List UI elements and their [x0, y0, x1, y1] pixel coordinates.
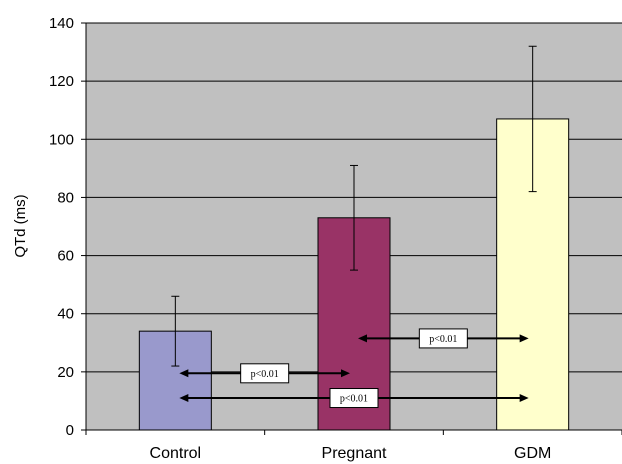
- p-value-label: p<0.01: [429, 334, 457, 345]
- y-axis-title: QTd (ms): [12, 194, 29, 257]
- y-tick-label: 80: [57, 189, 74, 206]
- p-value-label: p<0.01: [251, 369, 279, 380]
- x-tick-labels: Control Pregnant GDM: [150, 445, 552, 462]
- arrow-left-icon: [179, 394, 189, 403]
- axes-group: [81, 22, 622, 435]
- x-category-label: GDM: [514, 445, 551, 462]
- error-bars-group: [171, 45, 537, 367]
- comparison-2: p<0.01: [358, 328, 529, 349]
- y-tick-label: 140: [49, 15, 74, 32]
- arrow-right-icon: [519, 334, 529, 343]
- arrow-right-icon: [519, 394, 529, 403]
- y-tick-label: 60: [57, 248, 74, 265]
- error-bar: [171, 295, 180, 367]
- y-tick-label: 20: [57, 364, 74, 381]
- p-value-box: [240, 363, 290, 384]
- error-bar: [528, 45, 537, 193]
- comparisons-group: p<0.01 p<0.01 p<0.01: [179, 328, 529, 409]
- arrow-left-icon: [358, 334, 367, 343]
- comparison-1: p<0.01: [179, 363, 350, 384]
- arrow-left-icon: [179, 369, 189, 378]
- y-tick-label: 0: [66, 422, 74, 439]
- p-value-box: [418, 328, 468, 349]
- x-category-label: Control: [150, 445, 202, 462]
- p-value-box: [329, 388, 379, 409]
- error-bar: [350, 164, 358, 271]
- y-tick-label: 40: [57, 306, 74, 323]
- y-tick-labels: 0 20 40 60 80 100 120 140: [49, 15, 74, 439]
- arrow-right-icon: [341, 369, 350, 378]
- comparison-3: p<0.01: [179, 388, 529, 409]
- x-category-label: Pregnant: [322, 445, 387, 462]
- p-value-label: p<0.01: [340, 394, 368, 405]
- y-tick-label: 100: [49, 131, 74, 148]
- y-tick-label: 120: [49, 73, 74, 90]
